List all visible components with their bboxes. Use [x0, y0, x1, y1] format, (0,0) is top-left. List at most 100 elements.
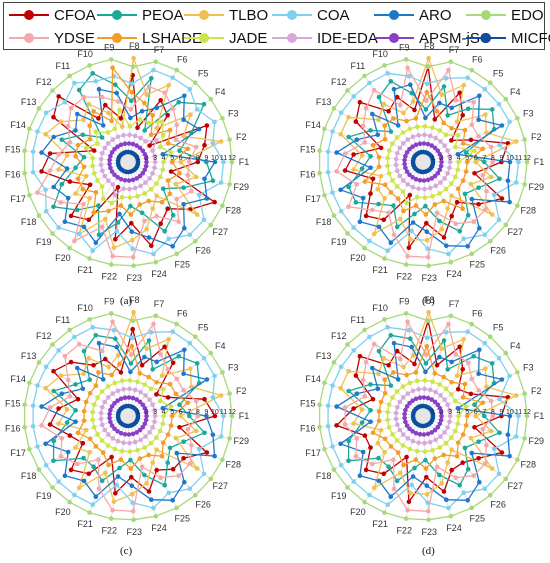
- data-point-edo: [345, 88, 350, 93]
- data-point-tlbo: [56, 421, 61, 426]
- data-point-ide-eda: [150, 402, 155, 407]
- data-point-lshade: [455, 186, 461, 191]
- data-point-coa: [338, 364, 344, 370]
- data-point-tlbo: [375, 186, 381, 192]
- axis-label-f5: F5: [493, 323, 504, 333]
- data-point-ide-eda: [132, 439, 138, 445]
- data-point-apsm-jso: [137, 427, 143, 433]
- data-point-coa: [367, 334, 372, 340]
- data-point-apsm-jso: [410, 429, 415, 434]
- data-point-edo: [448, 513, 454, 519]
- data-point-cfoa: [165, 113, 170, 118]
- data-point-apsm-jso: [144, 159, 149, 165]
- data-point-aro: [182, 225, 187, 231]
- data-point-cfoa: [363, 213, 369, 219]
- data-point-aro: [368, 165, 373, 170]
- axis-label-f19: F19: [36, 491, 52, 501]
- data-point-ydse: [360, 377, 366, 383]
- data-point-lshade: [100, 450, 106, 455]
- data-point-cfoa: [212, 413, 218, 419]
- axis-label-f1: F1: [239, 411, 250, 421]
- data-point-tlbo: [178, 413, 183, 419]
- data-point-peoa: [51, 204, 56, 210]
- data-point-ydse: [189, 189, 194, 194]
- data-point-coa: [196, 446, 202, 452]
- data-point-jade: [142, 382, 147, 387]
- axis-label-f22: F22: [396, 272, 412, 282]
- axis-label-f27: F27: [508, 227, 524, 237]
- data-point-ydse: [129, 352, 134, 358]
- data-point-cfoa: [441, 235, 447, 240]
- data-point-apsm-jso: [438, 163, 444, 169]
- axis-label-f28: F28: [521, 206, 537, 216]
- data-point-coa: [221, 413, 226, 419]
- data-point-edo: [362, 73, 367, 79]
- data-point-cfoa: [351, 406, 356, 411]
- data-point-ydse: [189, 443, 194, 448]
- axis-label-f26: F26: [195, 499, 211, 509]
- data-point-peoa: [59, 182, 65, 187]
- data-point-ide-eda: [152, 165, 157, 171]
- data-point-jade: [160, 167, 166, 172]
- data-point-peoa: [489, 107, 495, 112]
- data-point-ide-eda: [147, 430, 152, 435]
- data-point-peoa: [412, 211, 417, 217]
- data-point-tlbo: [410, 99, 416, 104]
- data-point-lshade: [87, 436, 93, 442]
- data-point-tlbo: [398, 216, 403, 222]
- data-point-peoa: [162, 228, 167, 234]
- data-point-apsm-jso: [107, 411, 112, 417]
- data-point-apsm-jso: [109, 150, 115, 155]
- data-point-peoa: [346, 388, 351, 394]
- data-point-tlbo: [144, 481, 149, 486]
- data-point-lshade: [391, 116, 396, 121]
- data-point-apsm-jso: [404, 150, 410, 155]
- data-point-coa: [30, 403, 36, 408]
- data-point-coa: [43, 110, 49, 116]
- data-point-jade: [394, 438, 400, 443]
- data-point-edo: [22, 148, 27, 154]
- data-point-tlbo: [461, 82, 466, 88]
- data-point-jade: [463, 404, 469, 409]
- data-point-jade: [400, 443, 406, 448]
- data-point-ide-eda: [115, 388, 121, 394]
- data-point-peoa: [201, 101, 207, 107]
- data-point-edo: [503, 476, 509, 482]
- data-point-apsm-jso: [118, 142, 124, 148]
- data-point-peoa: [160, 186, 166, 191]
- radial-tick-label: 12: [228, 409, 236, 416]
- data-point-edo: [317, 148, 322, 154]
- data-point-apsm-jso: [403, 407, 408, 413]
- axis-label-f1: F1: [534, 411, 545, 421]
- data-point-edo: [108, 262, 114, 267]
- data-point-jade: [142, 445, 147, 450]
- data-point-coa: [166, 236, 171, 242]
- data-point-apsm-jso: [413, 176, 419, 182]
- data-point-ydse: [490, 159, 496, 165]
- axis-label-f7: F7: [154, 45, 165, 55]
- radar-panel-b: 1 2 3 4 5 6 7 8 9 10 11 12 F1 F2 F3 F4 F5 F6 F7 F8 F9 F10 F11 F…: [285, 41, 544, 307]
- data-point-coa: [507, 373, 512, 379]
- data-point-ydse: [99, 348, 105, 354]
- data-point-edo: [488, 493, 493, 498]
- axis-label-f15: F15: [5, 145, 21, 155]
- data-point-lshade: [362, 179, 368, 184]
- axis-label-f20: F20: [55, 253, 71, 263]
- data-point-jade: [158, 144, 163, 150]
- data-point-tlbo: [81, 371, 86, 377]
- data-point-lshade: [169, 159, 175, 165]
- data-point-ydse: [353, 454, 359, 459]
- data-point-ydse: [424, 98, 429, 104]
- data-point-ide-eda: [416, 186, 421, 191]
- data-point-peoa: [75, 207, 80, 213]
- data-point-lshade: [460, 395, 466, 400]
- data-point-tlbo: [382, 196, 387, 201]
- data-point-cfoa: [457, 90, 462, 96]
- data-point-tlbo: [439, 481, 444, 486]
- data-point-ide-eda: [447, 165, 452, 171]
- data-point-ide-eda: [127, 386, 132, 392]
- radial-tick-label: 7: [482, 409, 486, 416]
- axis-label-f27: F27: [213, 481, 229, 491]
- data-point-apsm-jso: [432, 145, 438, 151]
- data-point-edo: [36, 106, 42, 111]
